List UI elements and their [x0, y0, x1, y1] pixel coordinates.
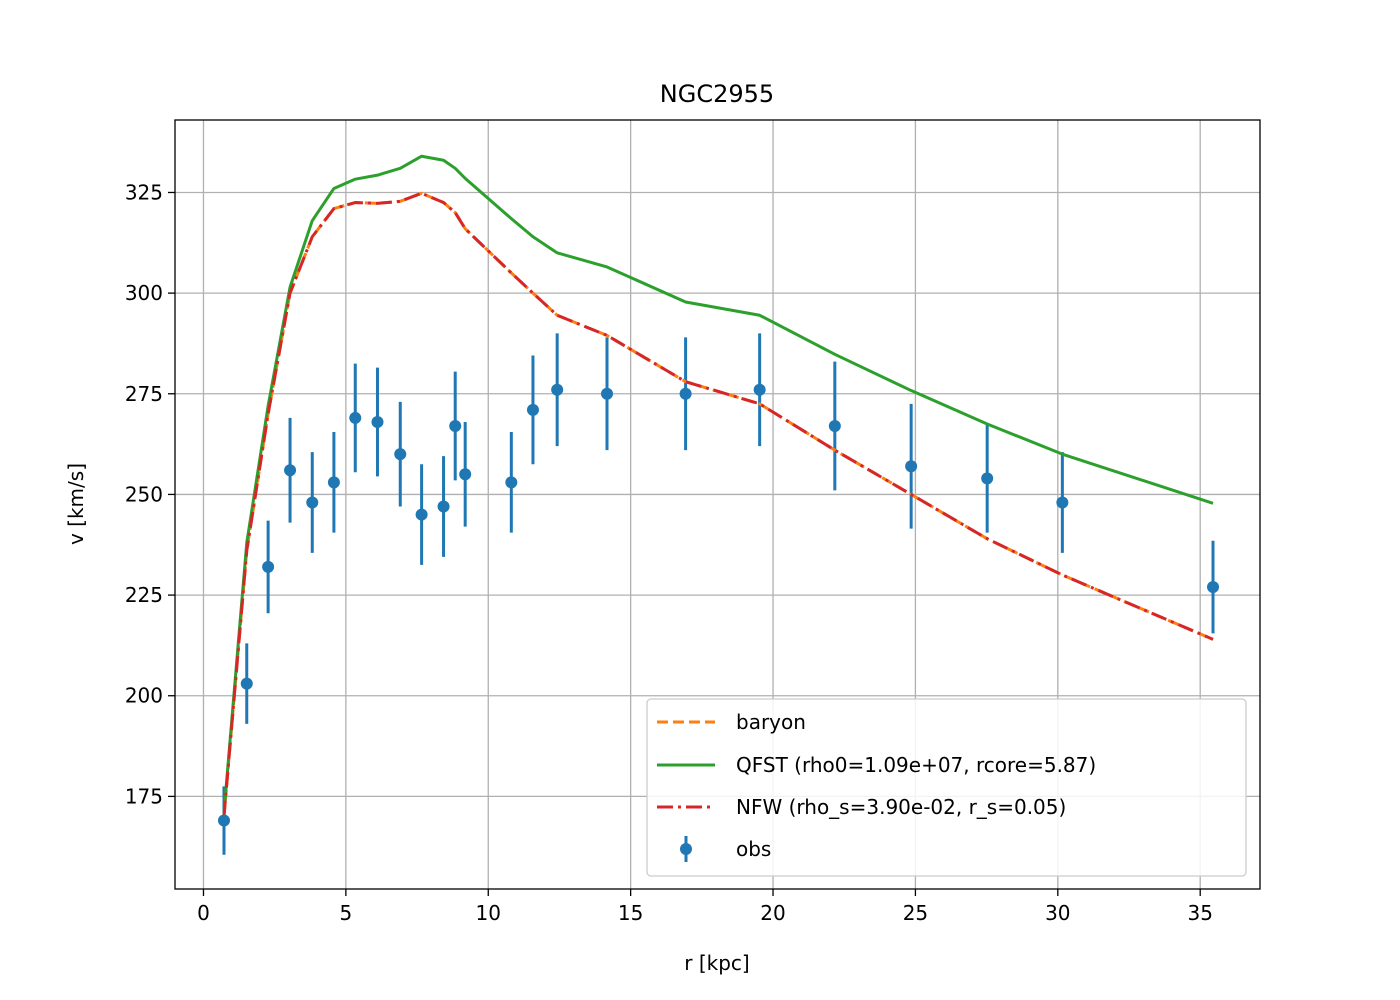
axes-frame — [174, 119, 1261, 890]
y-tick-label: 250 — [125, 482, 163, 506]
x-tick-label: 35 — [1187, 901, 1212, 925]
legend-box — [646, 698, 1247, 877]
x-axis: 0 5 10 15 20 25 30 35 — [197, 889, 1213, 925]
obs-point — [415, 508, 428, 521]
obs-point — [437, 500, 450, 513]
legend-nfw-label: NFW (rho_s=3.90e-02, r_s=0.05) — [736, 795, 1066, 819]
x-tick-label: 10 — [476, 901, 501, 925]
y-axis-label: v [km/s] — [64, 463, 88, 545]
legend-qfst-label: QFST (rho0=1.09e+07, rcore=5.87) — [736, 753, 1096, 777]
x-tick-label: 15 — [618, 901, 643, 925]
chart-title: NGC2955 — [660, 80, 774, 108]
obs-point — [459, 468, 472, 481]
obs-point — [526, 403, 539, 416]
legend-obs-label: obs — [736, 837, 771, 861]
obs-point — [1056, 496, 1069, 509]
obs-point — [327, 476, 340, 489]
y-tick-label: 300 — [125, 281, 163, 305]
obs-point — [449, 419, 462, 432]
y-axis: 175 200 225 250 275 300 325 — [125, 180, 175, 808]
y-tick-label: 175 — [125, 784, 163, 808]
y-tick-label: 275 — [125, 382, 163, 406]
obs-point — [349, 411, 362, 424]
obs-point — [371, 415, 384, 428]
obs-point — [240, 677, 253, 690]
obs-point — [551, 383, 564, 396]
obs-point — [753, 383, 766, 396]
x-tick-label: 5 — [339, 901, 352, 925]
legend: baryon QFST (rho0=1.09e+07, rcore=5.87) … — [646, 698, 1247, 877]
obs-point — [905, 460, 918, 473]
x-tick-label: 25 — [903, 901, 928, 925]
x-tick-label: 20 — [760, 901, 785, 925]
legend-obs-marker — [680, 843, 692, 855]
obs-point — [601, 387, 614, 400]
qfst-line — [222, 154, 1214, 813]
grid — [175, 120, 1260, 889]
x-tick-label: 30 — [1045, 901, 1070, 925]
x-axis-label: r [kpc] — [684, 951, 749, 975]
obs-point — [306, 496, 319, 509]
y-tick-label: 325 — [125, 180, 163, 204]
obs-point — [828, 419, 841, 432]
obs-point — [981, 472, 994, 485]
y-tick-label: 200 — [125, 684, 163, 708]
obs-point — [394, 448, 407, 461]
obs-point — [284, 464, 297, 477]
nfw-line — [222, 191, 1214, 817]
x-tick-label: 0 — [197, 901, 210, 925]
obs-point — [262, 560, 275, 573]
obs-point — [505, 476, 518, 489]
plot-area — [217, 154, 1220, 855]
obs-point — [679, 387, 692, 400]
obs-point — [217, 814, 230, 827]
legend-baryon-label: baryon — [736, 710, 806, 734]
y-tick-label: 225 — [125, 583, 163, 607]
obs-point — [1207, 581, 1220, 594]
